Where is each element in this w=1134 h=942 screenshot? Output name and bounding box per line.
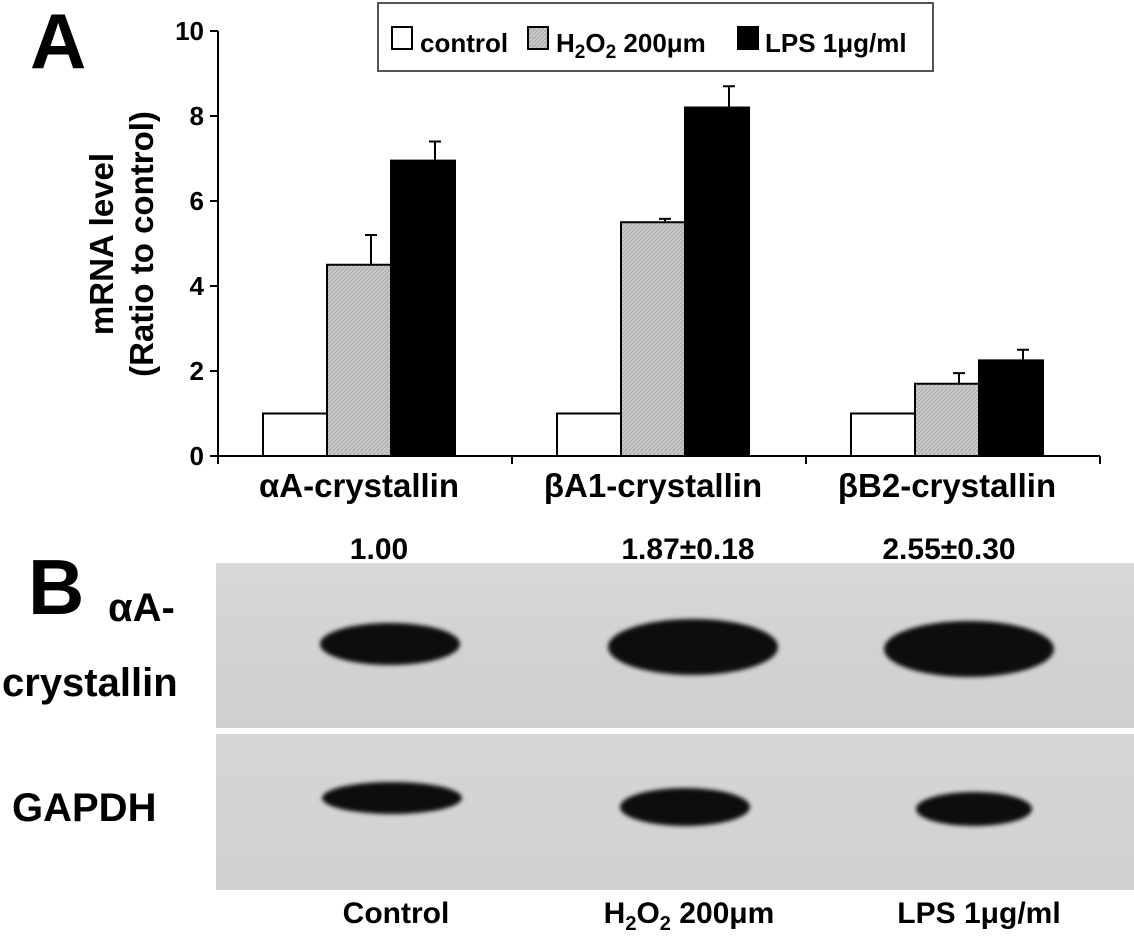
bar-control-0 xyxy=(262,412,328,457)
y-tick-label: 4 xyxy=(190,271,205,301)
y-tick-label: 8 xyxy=(190,101,204,131)
legend-label-part: 2 xyxy=(606,42,617,63)
legend-swatch xyxy=(391,26,413,50)
bar-control-1 xyxy=(556,412,622,457)
lane-label-control: Control xyxy=(342,897,450,930)
bar-control-2 xyxy=(850,412,916,457)
bar-h2o2-0 xyxy=(326,263,392,457)
y-axis-title: mRNA level (Ratio to control) xyxy=(83,111,160,377)
category-label: βB2-crystallin xyxy=(838,467,1056,504)
quant-value-h2o2: 1.87±0.18 xyxy=(621,533,755,566)
category-label: αA-crystallin xyxy=(259,467,459,504)
blot-band-h2o2 xyxy=(620,788,750,826)
legend-label: LPS 1μg/ml xyxy=(765,28,907,58)
blot-band-control xyxy=(320,623,460,665)
legend-label-part: 200μm xyxy=(616,28,706,58)
blot-band-h2o2 xyxy=(608,619,778,675)
bar-h2o2-1 xyxy=(620,221,686,457)
blot-label-alpha-a: αA- xyxy=(108,586,175,630)
legend-label: H2O2 200μm xyxy=(556,28,706,63)
legend-box xyxy=(377,2,934,72)
blot-band-lps xyxy=(884,621,1054,677)
y-axis-title-line: (Ratio to control) xyxy=(123,111,160,377)
blot-band-lps xyxy=(916,792,1032,826)
category-labels: αA-crystallin βA1-crystallin βB2-crystalli… xyxy=(259,467,1056,504)
y-tick-label: 10 xyxy=(175,16,204,46)
panel-b-letter: B xyxy=(28,543,85,631)
blot-band-control xyxy=(322,782,462,814)
lane-label-lps: LPS 1μg/ml xyxy=(897,897,1061,930)
bar-lps-1 xyxy=(684,106,750,457)
blot-label-gapdh: GAPDH xyxy=(12,786,157,830)
y-tick-label: 6 xyxy=(190,186,204,216)
lane-label-h2o2: H2O2 200μm xyxy=(603,897,775,935)
legend-label-part: H xyxy=(556,28,575,58)
quant-value-control: 1.00 xyxy=(349,533,409,566)
western-blot-alpha-a-crystallin xyxy=(216,563,1134,728)
legend-swatch xyxy=(527,26,549,50)
chart-legend: control H2O2 200μm LPS 1μg/ml xyxy=(377,2,934,72)
legend-label-part: O xyxy=(585,28,605,58)
quant-value-lps: 2.55±0.30 xyxy=(882,533,1016,566)
blot-label-crystallin: crystallin xyxy=(2,661,178,705)
y-tick-labels: 0 2 4 6 8 10 xyxy=(175,16,204,471)
y-tick-label: 0 xyxy=(190,441,204,471)
y-tick-label: 2 xyxy=(190,356,204,386)
legend-label: control xyxy=(420,28,508,58)
bar-h2o2-2 xyxy=(914,382,980,457)
bar-lps-0 xyxy=(390,159,456,457)
western-blot-gapdh xyxy=(216,734,1134,890)
y-axis-title-line: mRNA level xyxy=(83,153,120,335)
legend-swatch xyxy=(737,26,759,50)
bar-group xyxy=(262,85,1044,457)
category-label: βA1-crystallin xyxy=(544,467,762,504)
panel-a-letter: A xyxy=(30,0,87,85)
legend-label-part: 2 xyxy=(575,42,586,63)
bar-lps-2 xyxy=(978,359,1044,457)
